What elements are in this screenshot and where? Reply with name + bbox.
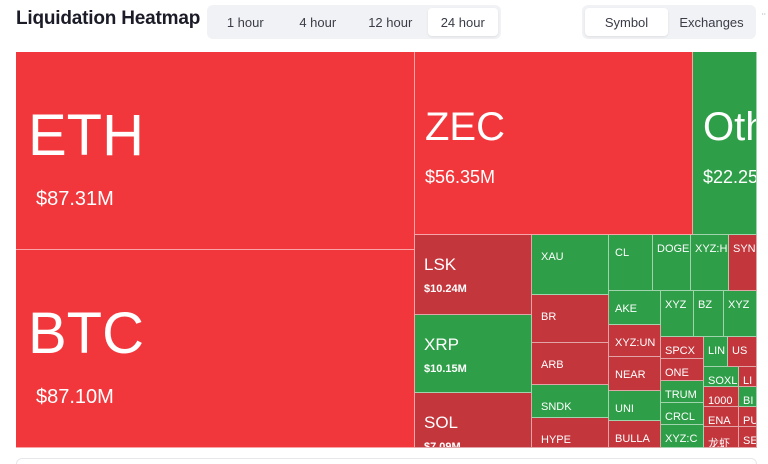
group-by-selector: Symbol Exchanges [582,5,756,39]
overflow-marker: ¨ [762,12,766,24]
treemap-tile-oth[interactable]: Oth $22.25 [693,52,757,235]
tile-symbol: TRUM [665,389,697,401]
tile-symbol: 1000 [708,395,733,407]
treemap-tile-sol[interactable]: SOL $7.09M [415,393,532,448]
tile-symbol: NEAR [615,369,646,381]
tile-symbol: DOGE [657,243,690,255]
tile-symbol: XAU [541,251,564,263]
tab-12-hour[interactable]: 12 hour [368,14,413,30]
tile-symbol: BTC [28,301,144,366]
tile-symbol: ONE [665,367,689,379]
treemap-tile-xrp[interactable]: XRP $10.15M [415,315,532,393]
treemap-tile-xyz-un[interactable]: XYZ:UN [609,325,661,357]
tile-symbol: PU [743,415,757,427]
treemap-tile-se[interactable]: SE [739,427,757,448]
tile-symbol: SOXL [708,375,738,387]
tile-symbol: BR [541,311,557,323]
tile-value: $87.31M [36,188,114,210]
treemap-tile-bz[interactable]: BZ [694,291,724,337]
tile-symbol: ARB [541,359,564,371]
time-range-selector: 1 hour 4 hour 12 hour 24 hour [207,5,501,39]
tab-1-hour[interactable]: 1 hour [226,14,264,30]
tile-symbol: BZ [698,299,713,311]
treemap-tile-us[interactable]: US [728,337,757,367]
tile-symbol: XYZ [728,299,750,311]
treemap-tile-bi[interactable]: BI [739,387,757,407]
liquidation-treemap: ETH $87.31M BTC $87.10M ZEC $56.35M Oth $22.25 L… [16,52,757,448]
tile-symbol: HYPE [541,434,571,446]
treemap-tile-syn[interactable]: SYN [729,235,757,291]
tile-value: $10.15M [424,363,467,375]
treemap-tile-eth[interactable]: ETH $87.31M [16,52,415,250]
tile-symbol: AKE [615,303,638,315]
tile-symbol: XYZ [665,299,687,311]
tile-symbol: US [732,345,748,357]
treemap-tile-1000[interactable]: 1000 [704,387,739,407]
tile-value: $87.10M [36,386,114,408]
treemap-tile-crcl[interactable]: CRCL [661,403,704,425]
treemap-tile-trum[interactable]: TRUM [661,381,704,403]
treemap-tile-cl[interactable]: CL [609,235,653,291]
tile-value: $22.25 [703,167,757,187]
tab-symbol[interactable]: Symbol [585,8,668,36]
tile-value: $7.09M [424,441,461,448]
tile-symbol: 龙虾 [708,438,730,448]
tile-symbol: SOL [424,413,459,432]
tile-symbol: CRCL [665,411,695,423]
treemap-tile-btc[interactable]: BTC $87.10M [16,250,415,448]
treemap-tile-symbol[interactable]: 龙虾 [704,427,739,448]
tile-symbol: LSK [424,255,457,274]
tab-exchanges[interactable]: Exchanges [679,14,744,30]
next-panel-edge [16,458,757,464]
treemap-tile-pu[interactable]: PU [739,407,757,427]
tile-symbol: SPCX [665,345,695,357]
tile-symbol: XYZ:H [695,243,728,255]
treemap-tile-uni[interactable]: UNI [609,391,661,421]
treemap-tile-lin[interactable]: LIN [704,337,728,367]
tile-value: $56.35M [425,167,496,187]
tile-symbol: ZEC [425,105,505,149]
tile-symbol: XYZ:C [665,433,698,445]
treemap-tile-hype[interactable]: HYPE [532,418,609,448]
treemap-tile-xyz-h[interactable]: XYZ:H [691,235,729,291]
treemap-tile-ake[interactable]: AKE [609,291,661,325]
tile-symbol: CL [615,247,630,259]
tab-24-hour[interactable]: 24 hour [427,8,498,36]
treemap-tile-lsk[interactable]: LSK $10.24M [415,235,532,315]
tile-symbol: LI [743,375,753,387]
tile-symbol: SYN [733,243,756,255]
treemap-tile-arb[interactable]: ARB [532,343,609,385]
tile-symbol: Oth [703,105,756,149]
treemap-tile-br[interactable]: BR [532,295,609,343]
tile-symbol: LIN [708,345,726,357]
page-title: Liquidation Heatmap [16,8,201,29]
tile-symbol: ETH [28,103,144,168]
treemap-tile-xyz-c[interactable]: XYZ:C [661,425,704,448]
treemap-tile-bulla[interactable]: BULLA [609,421,661,448]
treemap-tile-zec[interactable]: ZEC $56.35M [415,52,693,235]
treemap-tile-spcx[interactable]: SPCX [661,337,704,359]
treemap-tile-li[interactable]: LI [739,367,757,387]
treemap-tile-near[interactable]: NEAR [609,357,661,391]
tab-4-hour[interactable]: 4 hour [299,14,337,30]
tile-symbol: XYZ:UN [615,337,656,349]
treemap-tile-xyz[interactable]: XYZ [661,291,694,337]
treemap-tile-soxl[interactable]: SOXL [704,367,739,387]
tile-symbol: XRP [424,335,459,354]
tile-symbol: SE [743,435,757,447]
treemap-tile-one[interactable]: ONE [661,359,704,381]
tile-value: $10.24M [424,283,467,295]
treemap-tile-doge[interactable]: DOGE [653,235,691,291]
header: Liquidation Heatmap 1 hour 4 hour 12 hou… [0,0,768,44]
treemap-tile-xau[interactable]: XAU [532,235,609,295]
tile-symbol: UNI [615,403,634,415]
treemap-tile-xyz[interactable]: XYZ [724,291,757,337]
tile-symbol: BULLA [615,433,650,445]
treemap-tile-ena[interactable]: ENA [704,407,739,427]
tile-symbol: SNDK [541,401,572,413]
tile-symbol: BI [743,395,754,407]
tile-symbol: ENA [708,415,731,427]
treemap-tile-sndk[interactable]: SNDK [532,385,609,418]
